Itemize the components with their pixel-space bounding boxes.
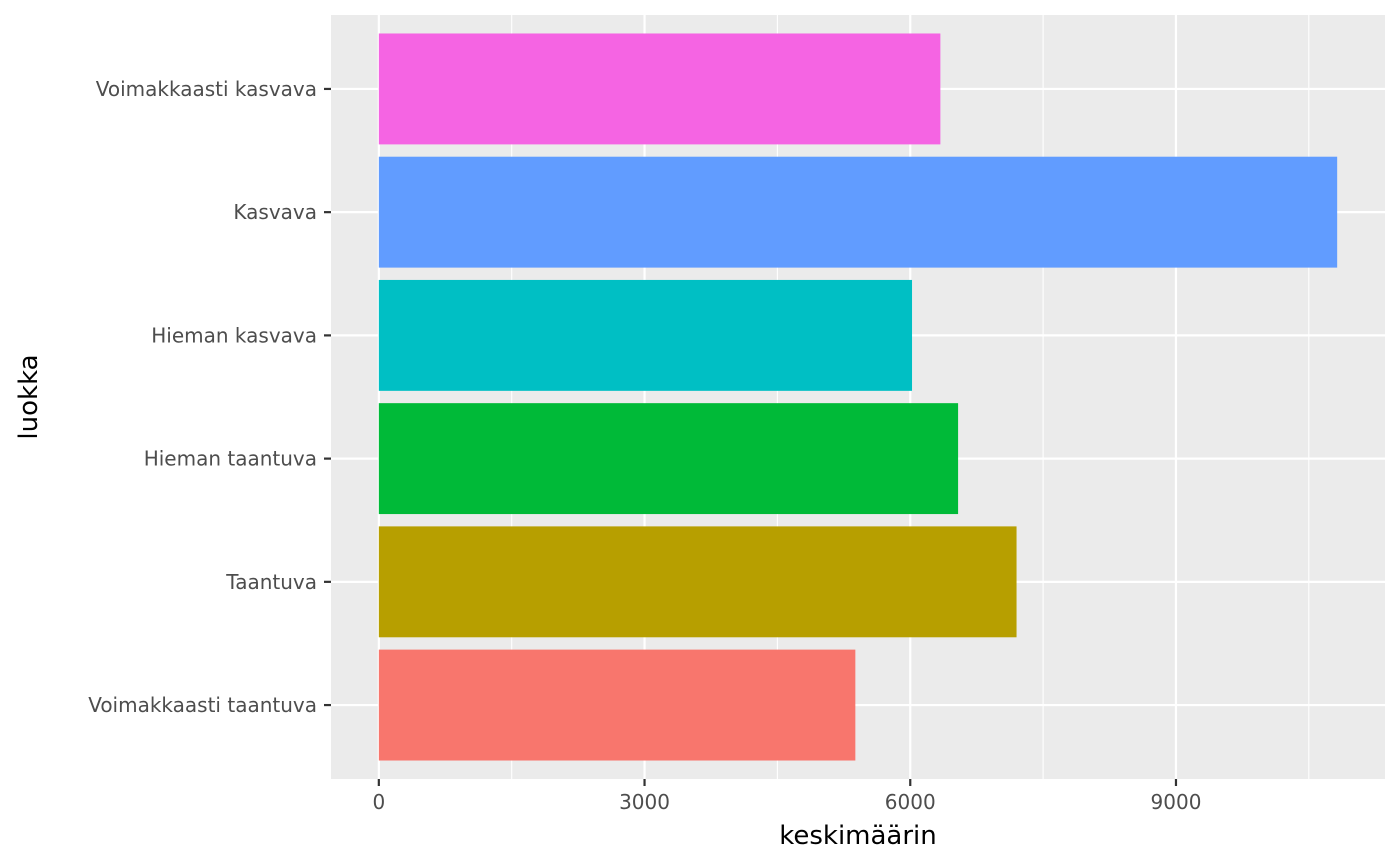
bars: [378, 33, 1338, 761]
y-tick-label: Hieman kasvava: [151, 323, 317, 347]
x-axis-title: keskimäärin: [779, 821, 937, 851]
x-tick-label: 3000: [619, 790, 670, 814]
y-tick-label: Kasvava: [233, 200, 317, 224]
y-axis-title: luokka: [14, 354, 44, 439]
bar: [378, 403, 959, 515]
bar: [378, 526, 1017, 638]
y-tick-label: Voimakkaasti taantuva: [88, 693, 317, 717]
bar: [378, 33, 941, 145]
y-tick-label: Hieman taantuva: [144, 447, 317, 471]
x-tick-label: 6000: [885, 790, 936, 814]
x-tick-label: 0: [372, 790, 385, 814]
bar: [378, 649, 856, 761]
y-axis: Voimakkaasti taantuva Taantuva Hieman taan…: [88, 77, 331, 717]
y-tick-label: Taantuva: [225, 570, 317, 594]
bar: [378, 156, 1338, 268]
y-tick-label: Voimakkaasti kasvava: [96, 77, 317, 101]
x-axis: 0 3000 6000 9000: [372, 779, 1201, 814]
x-tick-label: 9000: [1151, 790, 1202, 814]
bar: [378, 279, 913, 391]
